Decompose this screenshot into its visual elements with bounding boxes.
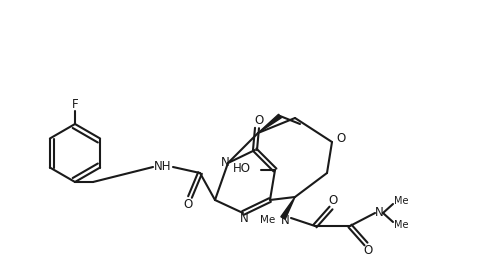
Text: O: O xyxy=(336,132,346,146)
Text: O: O xyxy=(183,198,192,211)
Text: F: F xyxy=(72,98,78,110)
Text: Me: Me xyxy=(394,196,408,206)
Text: N: N xyxy=(240,211,248,225)
Text: NH: NH xyxy=(154,160,172,173)
Polygon shape xyxy=(258,114,281,133)
Polygon shape xyxy=(281,197,295,219)
Text: Me: Me xyxy=(260,215,276,225)
Text: N: N xyxy=(221,156,229,169)
Text: O: O xyxy=(254,114,264,127)
Text: N: N xyxy=(281,214,289,227)
Text: O: O xyxy=(328,194,337,207)
Text: O: O xyxy=(363,244,372,257)
Text: HO: HO xyxy=(233,161,251,174)
Text: N: N xyxy=(374,206,384,219)
Text: Me: Me xyxy=(394,220,408,230)
